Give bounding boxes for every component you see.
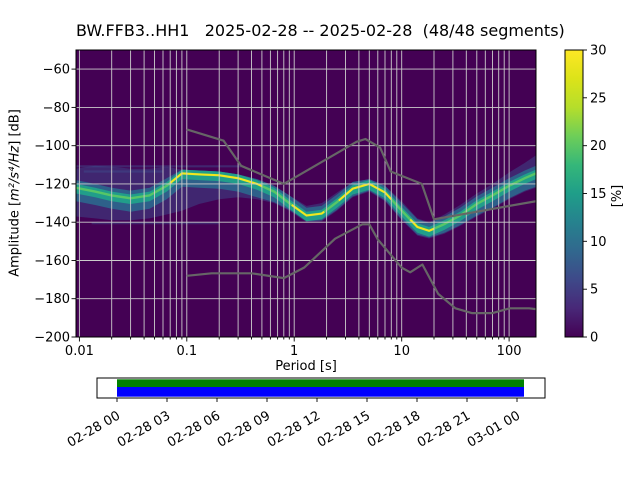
noise-models <box>186 128 536 315</box>
plot-title: BW.FFB3..HH1 2025-02-28 -- 2025-02-28 (4… <box>76 21 565 40</box>
colorbar-tick-label: 10 <box>590 235 607 250</box>
y-axis-label: Amplitude [m²/s⁴/Hz] [dB] <box>8 109 23 277</box>
nhnm-line <box>186 128 536 221</box>
timeline-tick-label: 02-28 00 <box>65 408 123 450</box>
x-tick-label: 0.01 <box>65 344 94 359</box>
y-axis-label-prefix: Amplitude [ <box>7 200 23 277</box>
y-tick-labels: −60 −80 −100 −120 −140 −160 −180 −200 <box>34 63 70 346</box>
colorbar <box>564 49 584 338</box>
colorbar-tick-label: 25 <box>590 91 607 106</box>
psd-mode-bright-segment <box>409 218 435 232</box>
timeline-tick-label: 03-01 00 <box>465 408 523 450</box>
x-tick-label: 1 <box>290 344 298 359</box>
colorbar-tick-label: 30 <box>590 44 607 59</box>
y-gridlines <box>76 68 536 300</box>
timeline-tick-label: 02-28 18 <box>365 408 423 450</box>
x-axis-label: Period [s] <box>275 359 337 374</box>
colorbar-tick-label: 20 <box>590 139 607 154</box>
colorbar-tick-label: 15 <box>590 187 607 202</box>
y-tick-label: −180 <box>34 292 70 307</box>
timeline-tick-label: 02-28 06 <box>165 408 223 450</box>
y-tick-label: −100 <box>34 139 70 154</box>
timeline-tick-label: 02-28 09 <box>215 408 273 450</box>
y-tick-label: −120 <box>34 177 70 192</box>
x-gridlines <box>78 50 510 337</box>
plot-border <box>75 49 537 338</box>
x-tick-label: 0.1 <box>176 344 197 359</box>
psd-mode-bright-segment <box>291 204 325 217</box>
x-tick-label: 100 <box>497 344 522 359</box>
y-tick-label: −60 <box>43 63 70 78</box>
x-tick-labels: 0.01 0.1 1 10 100 <box>65 344 522 359</box>
colorbar-tick-label: 0 <box>590 331 598 346</box>
nlnm-line <box>186 223 536 315</box>
timeline-coverage-blue <box>117 387 524 397</box>
colorbar-label: [%] <box>610 185 625 208</box>
y-tick-label: −160 <box>34 254 70 269</box>
y-tick-label: −80 <box>43 101 70 116</box>
timeline-ticks <box>116 398 518 402</box>
y-tick-label: −200 <box>34 331 70 346</box>
x-tick-label: 10 <box>393 344 410 359</box>
y-axis-label-suffix: ] [dB] <box>7 109 23 146</box>
axis-ticks <box>71 68 510 342</box>
timeline-tick-label: 02-28 03 <box>115 408 173 450</box>
timeline-tick-label: 02-28 12 <box>265 408 323 450</box>
colorbar-tick-label: 5 <box>590 283 598 298</box>
y-axis-label-units: m²/s⁴/Hz <box>7 145 23 201</box>
colorbar-tick-labels: 0 5 10 15 20 25 30 <box>590 44 607 346</box>
y-tick-label: −140 <box>34 216 70 231</box>
colorbar-ticks <box>583 49 587 338</box>
timeline-tick-label: 02-28 21 <box>415 408 473 450</box>
timeline-coverage-green <box>117 379 524 387</box>
timeline-tick-label: 02-28 15 <box>315 408 373 450</box>
